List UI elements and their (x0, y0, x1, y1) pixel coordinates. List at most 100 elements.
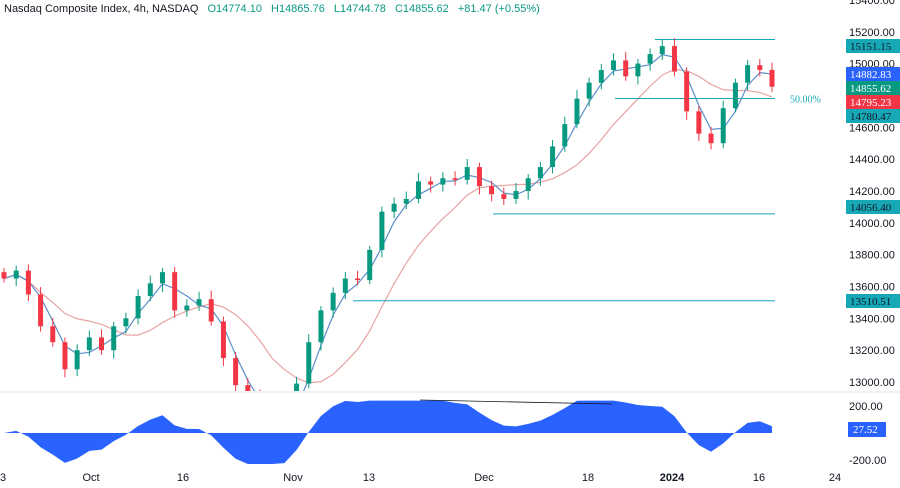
y-axis-tick: 15400.00 (849, 0, 895, 7)
x-axis-tick: 16 (753, 472, 765, 484)
candle-body (208, 299, 214, 322)
candle-body (270, 417, 275, 430)
candle-body (330, 292, 336, 311)
candle-body (367, 249, 373, 281)
candle-body (62, 342, 68, 370)
candle-body (123, 318, 129, 327)
price-badge (846, 95, 900, 109)
candle-body (13, 270, 19, 279)
candle-body (501, 194, 507, 199)
candle-body (135, 296, 141, 319)
price-badge-label: 14855.62 (850, 83, 891, 95)
candle-body (574, 98, 580, 125)
candle-body (586, 82, 592, 99)
candle-body (489, 186, 495, 195)
candle-body (769, 69, 775, 87)
candle-body (537, 167, 543, 179)
x-axis-tick: Dec (474, 472, 494, 484)
candle-body (440, 178, 446, 185)
candle-body (342, 278, 348, 293)
x-axis-tick: 24 (829, 472, 841, 484)
candle-body (111, 326, 117, 351)
x-axis-tick: 18 (582, 472, 594, 484)
oscillator-area (4, 400, 772, 465)
candle-body (233, 358, 239, 386)
price-pane (1, 38, 775, 430)
candle-body (550, 146, 556, 168)
candle-body (415, 181, 421, 199)
oscillator-trend-line (419, 399, 613, 405)
candle-body (745, 65, 751, 83)
candle-body (696, 111, 702, 134)
candle-body (708, 133, 714, 144)
candle-body (684, 71, 690, 112)
candle-body (282, 411, 287, 430)
y-axis-tick: 13600.00 (849, 281, 895, 293)
x-axis-tick: 3 (0, 472, 6, 484)
candle-body (623, 60, 629, 77)
candle-body (355, 278, 361, 281)
candle-body (147, 283, 153, 297)
y-axis-tick: 14600.00 (849, 122, 895, 134)
candle-body (464, 167, 470, 180)
candle-body (720, 108, 726, 144)
y-axis-tick: 13800.00 (849, 250, 895, 262)
low-value: L14744.78 (333, 3, 386, 15)
fast-moving-average (3, 53, 773, 391)
x-axis-tick: 16 (177, 472, 189, 484)
oscillator-y-tick: -200.00 (849, 455, 886, 467)
candle-body (598, 69, 604, 83)
candle-body (428, 181, 434, 185)
price-level-badge (846, 39, 900, 53)
open-value: O14774.10 (207, 3, 262, 15)
candle-body (513, 190, 519, 199)
candle-body (562, 124, 568, 147)
symbol-title: Nasdaq Composite Index, 4h, NASDAQ (4, 3, 199, 15)
y-axis-tick: 15200.00 (849, 27, 895, 39)
y-axis-tick: 13400.00 (849, 313, 895, 325)
price-level-badge (846, 294, 900, 308)
candle-body (74, 350, 80, 370)
candle-body (379, 211, 385, 250)
candle-body (184, 305, 190, 311)
price-level-label: 14056.40 (850, 202, 892, 214)
y-axis-tick: 13000.00 (849, 377, 895, 389)
candle-body (525, 178, 531, 191)
candle-body (172, 272, 178, 311)
candle-body (196, 299, 202, 306)
candle-body (86, 337, 92, 351)
candle-body (671, 46, 677, 72)
oscillator-y-tick: 200.00 (849, 401, 883, 413)
high-value: H14865.76 (271, 3, 325, 15)
candle-body (611, 60, 617, 70)
x-axis-tick: Nov (283, 472, 303, 484)
candle-body (25, 270, 31, 295)
candle-body (306, 342, 312, 384)
candle-body (403, 198, 409, 204)
candle-body (99, 337, 105, 351)
candle-body (50, 326, 56, 343)
price-badge-label: 14882.83 (850, 69, 892, 81)
y-axis-tick: 14000.00 (849, 218, 895, 230)
candle-body (1, 272, 7, 279)
x-axis-tick: Oct (82, 472, 99, 484)
price-level-label: 13510.51 (850, 296, 891, 308)
slow-moving-average (3, 68, 773, 384)
price-level-label: 15151.15 (850, 41, 892, 53)
candle-body (757, 65, 763, 70)
change-value: +81.47 (+0.55%) (457, 3, 540, 15)
price-level-badge (846, 200, 900, 214)
candle-body (647, 54, 653, 64)
candle-body (732, 82, 738, 109)
y-axis-tick: 14400.00 (849, 154, 895, 166)
candle-body (159, 272, 165, 284)
close-value: C14855.62 (394, 3, 449, 15)
y-axis-tick: 13200.00 (849, 345, 895, 357)
candle-body (258, 398, 263, 417)
chart-legend: Nasdaq Composite Index, 4h, NASDAQ O1477… (4, 3, 540, 15)
price-level-label: 14780.47 (850, 111, 892, 123)
candle-body (452, 178, 458, 180)
oscillator-value-badge (848, 422, 886, 437)
price-badge (846, 81, 900, 95)
